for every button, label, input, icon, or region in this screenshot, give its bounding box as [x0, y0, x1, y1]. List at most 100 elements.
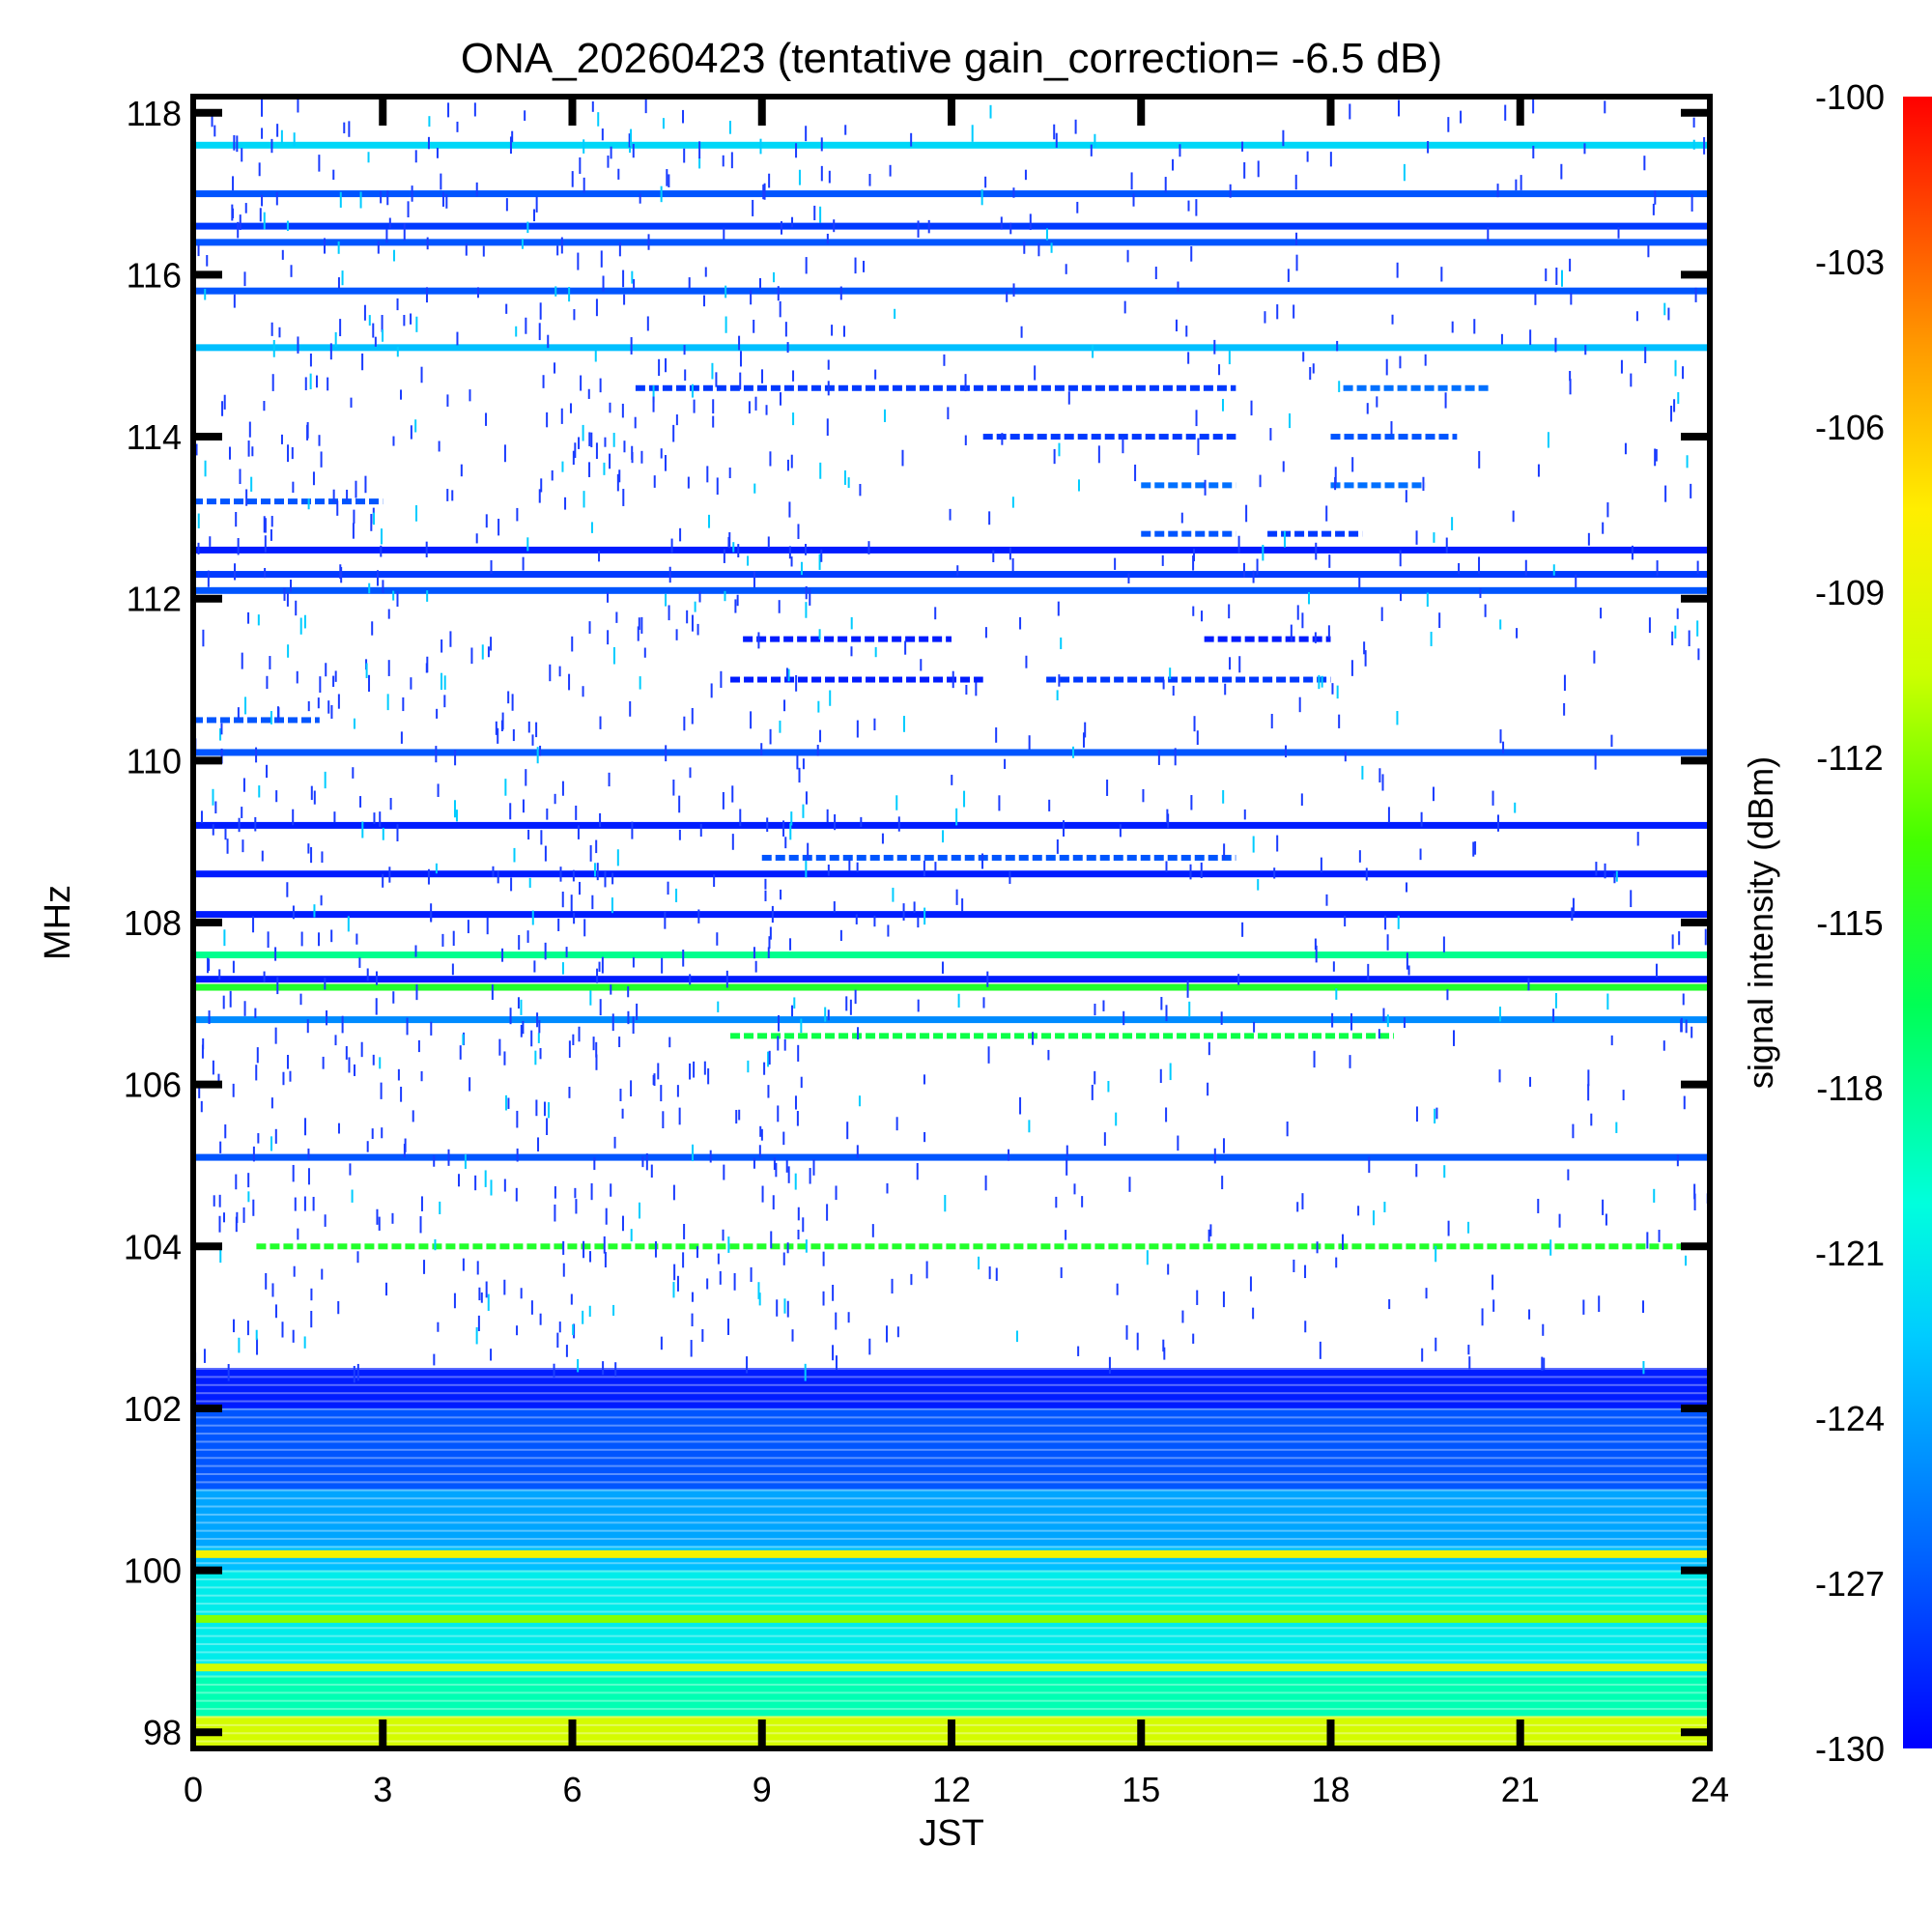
partial-band-segment: [1406, 1243, 1416, 1250]
partial-band-segment: [1118, 434, 1128, 440]
partial-band-segment: [905, 384, 916, 391]
partial-band-segment: [432, 1243, 442, 1250]
detection-mark: [582, 1310, 584, 1324]
partial-band-segment: [906, 1033, 917, 1039]
detection-mark: [1237, 974, 1240, 985]
detection-mark: [773, 1157, 776, 1171]
detection-mark: [1192, 1333, 1195, 1344]
detection-mark: [441, 191, 444, 207]
detection-mark: [1674, 359, 1677, 377]
detection-mark: [1358, 850, 1361, 863]
detection-mark: [297, 336, 299, 354]
partial-band-segment: [1168, 676, 1179, 683]
detection-mark: [820, 137, 823, 152]
detection-mark: [844, 125, 847, 135]
partial-band-segment: [730, 1033, 741, 1039]
detection-mark: [854, 989, 857, 1005]
partial-band-segment: [1050, 434, 1061, 440]
detection-mark: [484, 1170, 487, 1187]
detection-mark: [334, 331, 337, 347]
detection-mark: [503, 1279, 506, 1295]
colorbar-tick-label: -130: [1815, 1729, 1885, 1769]
detection-mark: [242, 839, 244, 853]
partial-band-segment: [1149, 384, 1159, 391]
detection-mark: [639, 1202, 641, 1219]
noise-floor-stripe: [193, 1416, 1710, 1419]
detection-mark: [400, 731, 403, 744]
detection-mark: [229, 990, 232, 1008]
partial-band-segment: [1267, 530, 1278, 537]
detection-mark: [573, 912, 576, 924]
detection-mark: [665, 745, 668, 762]
detection-mark: [683, 148, 686, 163]
detection-mark: [627, 985, 630, 998]
detection-mark: [901, 449, 904, 467]
detection-mark: [1682, 366, 1685, 380]
detection-mark: [403, 1144, 406, 1158]
detection-mark: [785, 1159, 788, 1173]
detection-mark: [415, 316, 418, 332]
detection-mark: [562, 1263, 565, 1277]
detection-mark: [321, 851, 324, 864]
detection-mark: [1119, 824, 1122, 838]
partial-band-segment: [1343, 384, 1353, 391]
detection-mark: [956, 565, 959, 576]
detection-mark: [1055, 1196, 1058, 1208]
detection-mark: [826, 418, 829, 437]
partial-band-segment: [756, 636, 767, 642]
partial-band-segment: [784, 1033, 795, 1039]
detection-mark: [280, 434, 283, 444]
detection-mark: [897, 816, 900, 832]
detection-mark: [839, 929, 842, 941]
detection-mark: [1136, 1332, 1139, 1350]
detection-mark: [654, 1240, 657, 1258]
detection-mark: [1012, 283, 1015, 298]
partial-band-segment: [986, 1243, 997, 1250]
partial-band-segment: [829, 854, 839, 861]
detection-mark: [1023, 242, 1026, 254]
detection-mark: [522, 799, 525, 813]
detection-mark: [1357, 1206, 1360, 1216]
detection-mark: [1048, 799, 1051, 811]
partial-band-segment: [270, 1243, 280, 1250]
detection-mark: [427, 136, 430, 150]
noise-floor-stripe: [193, 1538, 1710, 1541]
detection-mark: [762, 185, 765, 200]
detection-mark: [1349, 1055, 1351, 1068]
detection-mark: [1009, 547, 1011, 560]
detection-mark: [582, 491, 585, 508]
detection-mark: [653, 1073, 656, 1087]
detection-mark: [320, 895, 323, 906]
detection-mark: [850, 616, 853, 630]
detection-mark: [1571, 907, 1574, 922]
detection-mark: [332, 169, 335, 181]
detection-mark: [724, 316, 727, 333]
detection-mark: [501, 948, 504, 962]
detection-mark: [445, 193, 448, 209]
partial-band-segment: [933, 1033, 944, 1039]
detection-mark: [805, 860, 808, 878]
detection-mark: [322, 1056, 325, 1069]
detection-mark: [242, 778, 245, 792]
detection-mark: [1332, 961, 1335, 972]
partial-band-segment: [815, 854, 826, 861]
detection-mark: [425, 663, 428, 673]
detection-mark: [797, 1044, 800, 1062]
partial-band-segment: [1411, 434, 1422, 440]
detection-mark: [503, 1179, 506, 1192]
partial-band-segment: [1045, 854, 1056, 861]
x-tick-label: 15: [1122, 1770, 1160, 1809]
noise-floor-stripe: [193, 1546, 1710, 1548]
detection-mark: [759, 1125, 762, 1137]
partial-band-segment: [810, 384, 821, 391]
detection-mark: [1468, 1356, 1471, 1370]
detection-mark: [1378, 1029, 1380, 1039]
detection-mark: [698, 591, 701, 603]
detection-mark: [546, 412, 549, 428]
detection-mark: [509, 136, 512, 155]
detection-mark: [481, 644, 484, 660]
detection-mark: [474, 1175, 477, 1191]
partial-band-segment: [1397, 384, 1407, 391]
partial-band-segment: [301, 717, 311, 724]
detection-mark: [713, 874, 716, 888]
